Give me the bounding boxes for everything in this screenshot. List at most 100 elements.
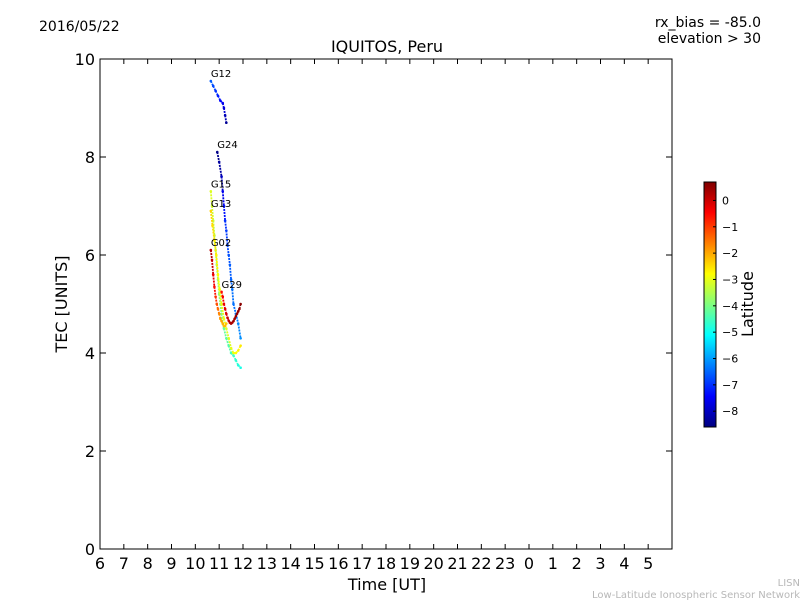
series-segment bbox=[216, 151, 221, 163]
series-segment bbox=[227, 254, 231, 265]
data-point bbox=[220, 302, 223, 306]
y-tick-label: 0 bbox=[85, 540, 95, 559]
x-tick-label: 6 bbox=[95, 554, 105, 573]
data-point bbox=[218, 288, 221, 291]
data-point bbox=[223, 324, 227, 328]
colorbar-tick-label: −3 bbox=[722, 273, 738, 286]
data-point bbox=[215, 302, 219, 306]
series-segment bbox=[218, 161, 223, 177]
x-tick-label: 18 bbox=[376, 554, 396, 573]
data-point bbox=[235, 312, 239, 316]
data-point bbox=[239, 366, 242, 370]
data-point bbox=[234, 314, 238, 318]
y-tick-label: 6 bbox=[85, 246, 95, 265]
data-point bbox=[209, 248, 213, 252]
x-tick-label: 17 bbox=[352, 554, 372, 573]
data-point bbox=[209, 79, 213, 83]
x-tick-label: 3 bbox=[595, 554, 605, 573]
series-segment bbox=[219, 303, 223, 314]
data-point bbox=[222, 106, 226, 110]
satellite-label: G15 bbox=[211, 179, 231, 190]
x-tick-label: 21 bbox=[447, 554, 467, 573]
data-point bbox=[211, 84, 215, 88]
colorbar-tick-label: −6 bbox=[722, 353, 738, 366]
data-point bbox=[239, 337, 242, 340]
x-tick-label: 22 bbox=[471, 554, 491, 573]
data-point bbox=[232, 302, 235, 306]
data-point bbox=[219, 99, 222, 102]
colorbar-tick-label: −2 bbox=[722, 247, 738, 260]
series-segment bbox=[220, 176, 224, 192]
data-point bbox=[228, 263, 232, 267]
rx-bias-label: rx_bias = -85.0 bbox=[655, 15, 761, 31]
series-segment bbox=[212, 274, 216, 287]
data-point bbox=[236, 363, 240, 367]
series-segment bbox=[221, 191, 225, 207]
data-point bbox=[214, 89, 217, 93]
data-point bbox=[220, 290, 223, 294]
x-tick-label: 0 bbox=[524, 554, 534, 573]
data-point bbox=[213, 239, 216, 242]
series-g29 bbox=[220, 290, 242, 325]
x-tick-label: 10 bbox=[185, 554, 205, 573]
data-point bbox=[210, 258, 214, 262]
series-segment bbox=[232, 303, 237, 315]
series-segment bbox=[223, 318, 228, 329]
data-point bbox=[213, 285, 216, 289]
data-point bbox=[219, 317, 222, 321]
x-tick-label: 14 bbox=[280, 554, 300, 573]
series-layer bbox=[209, 79, 242, 370]
x-axis-label: Time [UT] bbox=[347, 575, 426, 594]
data-point bbox=[236, 349, 240, 352]
satellite-labels: G12 G24 G15 G13 G02 G29 bbox=[211, 69, 242, 291]
y-axis: 0 2 4 6 8 10 bbox=[75, 50, 672, 559]
satellite-label: G29 bbox=[222, 280, 242, 291]
data-point bbox=[225, 229, 228, 232]
data-point bbox=[223, 307, 227, 311]
colorbar bbox=[703, 181, 717, 428]
data-point bbox=[227, 344, 230, 347]
plot-frame bbox=[99, 58, 673, 550]
series-segment bbox=[215, 264, 219, 280]
data-point bbox=[232, 319, 235, 323]
series-segment bbox=[209, 249, 213, 261]
data-point bbox=[222, 317, 226, 321]
y-tick-label: 8 bbox=[85, 148, 95, 167]
x-tick-label: 19 bbox=[400, 554, 420, 573]
data-point bbox=[222, 327, 226, 330]
x-tick-label: 13 bbox=[257, 554, 277, 573]
data-point bbox=[232, 351, 235, 355]
series-segment bbox=[218, 289, 223, 305]
data-point bbox=[234, 359, 238, 362]
data-point bbox=[233, 317, 236, 321]
satellite-label: G24 bbox=[217, 140, 237, 151]
colorbar-tick-label: −8 bbox=[722, 405, 738, 418]
x-tick-label: 1 bbox=[548, 554, 558, 573]
data-point bbox=[225, 121, 228, 124]
data-point bbox=[216, 94, 220, 98]
series-segment bbox=[226, 245, 230, 256]
x-tick-label: 23 bbox=[495, 554, 515, 573]
data-point bbox=[227, 337, 230, 340]
series-segment bbox=[209, 191, 213, 207]
colorbar-ticks: 0 −1 −2 −3 −4 −5 −6 −7 −8 bbox=[713, 194, 738, 418]
data-point bbox=[225, 327, 228, 330]
data-point bbox=[239, 302, 242, 306]
satellite-label: G13 bbox=[211, 199, 231, 210]
data-point bbox=[209, 190, 213, 193]
data-point bbox=[220, 175, 223, 178]
series-g13 bbox=[209, 209, 242, 355]
data-point bbox=[229, 278, 233, 281]
data-point bbox=[215, 150, 219, 154]
data-point bbox=[222, 204, 226, 208]
colorbar-tick-label: −5 bbox=[722, 326, 738, 339]
x-tick-label: 9 bbox=[166, 554, 176, 573]
data-point bbox=[225, 312, 228, 316]
series-segment bbox=[223, 205, 227, 221]
data-point bbox=[230, 288, 234, 291]
x-tick-label: 20 bbox=[423, 554, 443, 573]
credit-short: LISN bbox=[778, 578, 800, 589]
data-point bbox=[221, 295, 225, 298]
series-segment bbox=[217, 274, 221, 290]
